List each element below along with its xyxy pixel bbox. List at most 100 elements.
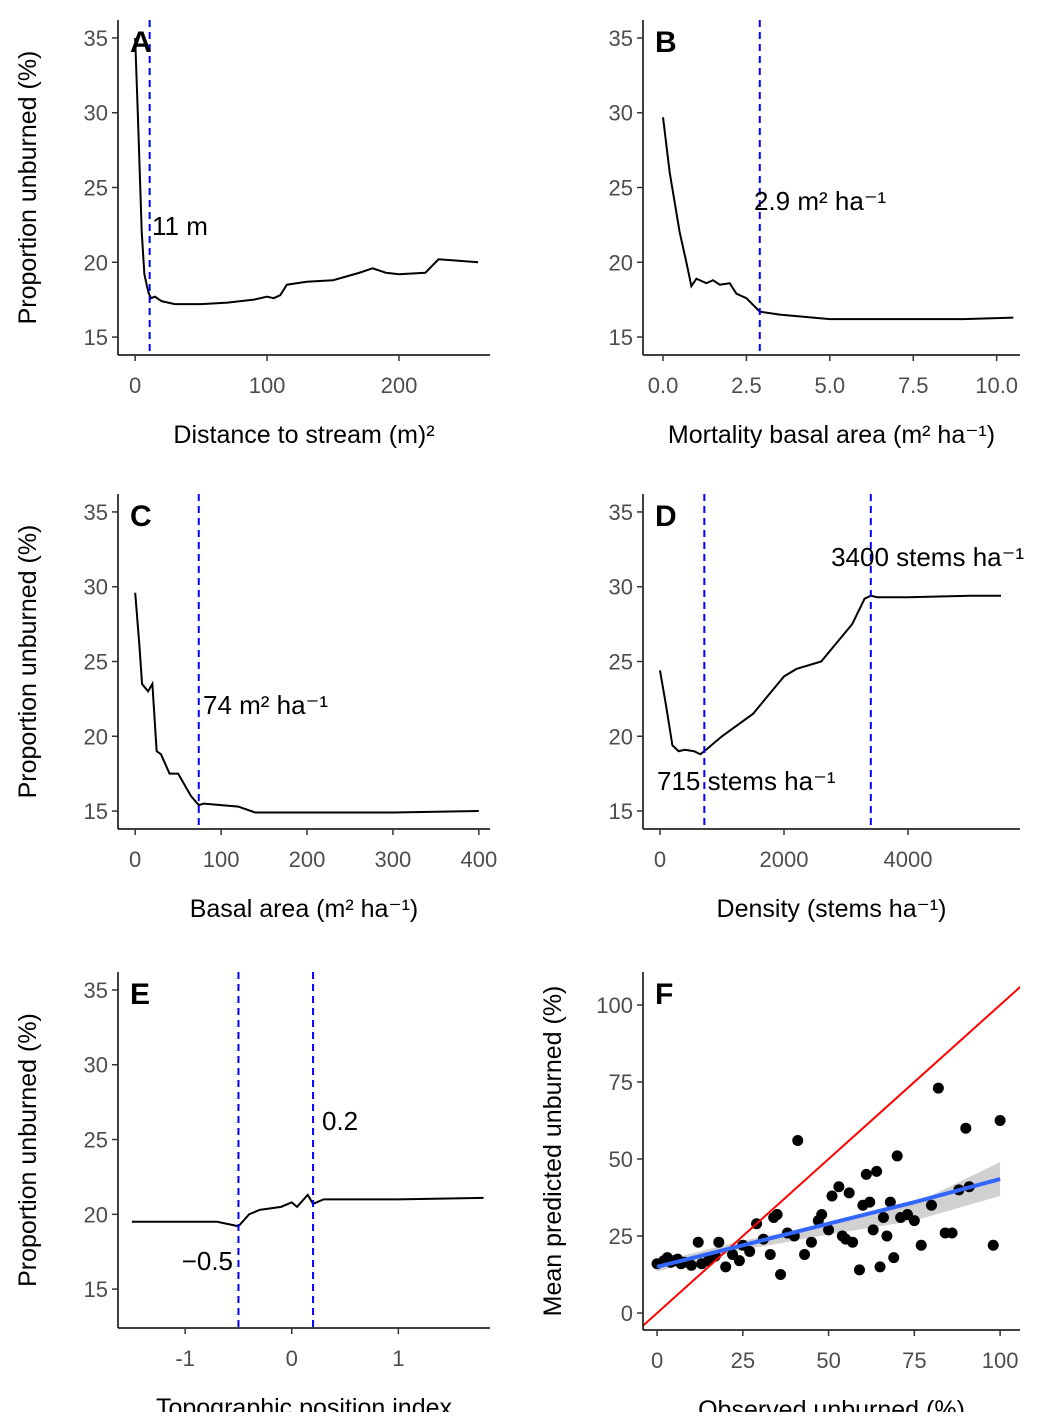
annotation: −0.5	[182, 1246, 233, 1276]
x-tick-label: 0	[651, 1348, 663, 1373]
point	[720, 1261, 732, 1273]
x-tick-label: 200	[289, 847, 326, 872]
point	[823, 1224, 835, 1236]
x-tick-label: 0.0	[648, 373, 679, 398]
panel-label: C	[130, 500, 152, 533]
plot-area	[134, 20, 479, 355]
point	[826, 1190, 838, 1202]
x-axis-label: Density (stems ha⁻¹)	[717, 895, 947, 923]
point	[816, 1208, 828, 1220]
y-tick-label: 35	[609, 500, 633, 525]
y-tick-label: 15	[609, 325, 633, 350]
point	[884, 1196, 896, 1208]
point	[843, 1187, 855, 1199]
point	[891, 1150, 903, 1162]
point	[987, 1239, 999, 1251]
fit-line	[656, 1177, 1001, 1269]
point	[877, 1212, 889, 1224]
x-tick-label: 7.5	[898, 373, 929, 398]
plot-area	[662, 20, 1014, 355]
point	[867, 1224, 879, 1236]
x-tick-label: 10.0	[975, 373, 1018, 398]
y-tick-label: 35	[609, 26, 633, 51]
x-tick-label: 100	[982, 1348, 1019, 1373]
point	[744, 1245, 756, 1257]
plot-area	[134, 494, 479, 829]
point	[888, 1252, 900, 1264]
point	[833, 1181, 845, 1193]
panel-label: E	[130, 978, 150, 1011]
y-tick-label: 15	[609, 799, 633, 824]
point	[915, 1239, 927, 1251]
data-line	[131, 1193, 484, 1228]
y-tick-label: 30	[609, 101, 633, 126]
x-tick-label: 1	[392, 1346, 404, 1371]
y-tick-label: 25	[84, 1128, 108, 1153]
x-tick-label: 200	[381, 373, 418, 398]
data-line	[134, 592, 479, 814]
y-tick-label: 15	[84, 325, 108, 350]
data-line	[134, 37, 479, 306]
annotation: 0.2	[322, 1106, 358, 1136]
panel-label: F	[655, 978, 673, 1011]
annotation: 2.9 m² ha⁻¹	[754, 186, 887, 216]
x-axis-label: Topographic position index	[156, 1394, 453, 1412]
point	[692, 1236, 704, 1248]
y-axis-label: Proportion unburned (%)	[14, 525, 42, 799]
x-axis-label: Observed unburned (%)	[698, 1396, 965, 1412]
annotation: 74 m² ha⁻¹	[203, 690, 328, 720]
point	[847, 1236, 859, 1248]
y-tick-label: 25	[84, 650, 108, 675]
panel: 15 20 25 30 35 0 100 200 300 400 Basal area (m² ha…	[14, 494, 497, 923]
y-tick-label: 30	[609, 575, 633, 600]
x-axis-label: Basal area (m² ha⁻¹)	[190, 895, 419, 923]
annotation: 11 m	[152, 211, 208, 241]
x-tick-label: 300	[375, 847, 412, 872]
identity-line	[643, 985, 1020, 1328]
x-tick-label: 25	[731, 1348, 755, 1373]
x-tick-label: 0	[129, 373, 141, 398]
panel: 15 20 25 30 35 0 2000 4000 Density (stems ha⁻¹) D…	[609, 494, 1024, 923]
y-tick-label: 50	[609, 1147, 633, 1172]
point	[871, 1165, 883, 1177]
panel-label: D	[655, 500, 677, 533]
y-tick-label: 30	[84, 101, 108, 126]
y-tick-label: 75	[609, 1070, 633, 1095]
y-tick-label: 35	[84, 978, 108, 1003]
x-tick-label: 0	[654, 847, 666, 872]
annotation: 3400 stems ha⁻¹	[831, 542, 1024, 572]
point	[881, 1230, 893, 1242]
point	[925, 1199, 937, 1211]
panel: 15 20 25 30 35 0 100 200 Distance to stream (m)²…	[14, 20, 490, 449]
y-tick-label: 20	[609, 724, 633, 749]
point	[792, 1135, 804, 1147]
point	[960, 1122, 972, 1134]
point	[908, 1215, 920, 1227]
x-axis-label: Distance to stream (m)²	[173, 421, 434, 449]
y-tick-label: 20	[84, 250, 108, 275]
point	[771, 1208, 783, 1220]
data-line	[662, 117, 1014, 321]
x-tick-label: 2.5	[731, 373, 762, 398]
point	[860, 1168, 872, 1180]
panel-label: A	[130, 26, 152, 59]
annotation: 715 stems ha⁻¹	[657, 766, 836, 796]
point	[853, 1264, 865, 1276]
y-tick-label: 25	[84, 176, 108, 201]
x-tick-label: 400	[460, 847, 497, 872]
panel: 15 20 25 30 35 -1 0 1 Topographic position index…	[14, 972, 490, 1417]
point	[764, 1249, 776, 1261]
point	[932, 1082, 944, 1094]
y-tick-label: 35	[84, 500, 108, 525]
plot-area	[643, 985, 1020, 1328]
x-tick-label: -1	[175, 1346, 195, 1371]
point	[994, 1114, 1006, 1126]
y-axis-label: Mean predicted unburned (%)	[539, 986, 567, 1317]
plot-area	[659, 494, 1002, 829]
x-tick-label: 0	[286, 1346, 298, 1371]
x-tick-label: 4000	[884, 847, 933, 872]
y-tick-label: 15	[84, 1277, 108, 1302]
y-axis-label: Proportion unburned (%)	[14, 1013, 42, 1287]
x-tick-label: 100	[249, 373, 286, 398]
plot-area	[131, 972, 484, 1328]
